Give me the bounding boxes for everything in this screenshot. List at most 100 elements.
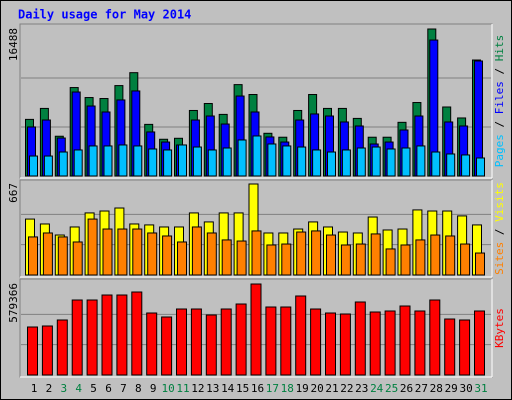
x-tick-label: 10 (161, 382, 174, 395)
x-tick-label: 1 (31, 382, 38, 395)
bar (431, 151, 441, 177)
bar (207, 149, 217, 177)
x-tick-label: 6 (105, 382, 112, 395)
y-tick-label: 579366 (7, 283, 20, 323)
bar (88, 145, 98, 177)
bar (220, 308, 232, 376)
legend-separator: / (493, 61, 506, 81)
bar (281, 243, 292, 276)
bar (118, 144, 128, 177)
bar (430, 234, 441, 276)
x-tick-label: 12 (191, 382, 204, 395)
bar (176, 308, 187, 376)
x-tick-label: 4 (75, 382, 82, 395)
bar (58, 151, 68, 177)
bar (57, 236, 68, 276)
x-tick-label: 23 (355, 382, 368, 395)
legend-entry: Hits (493, 35, 506, 62)
bar (371, 146, 381, 177)
bar (251, 230, 262, 276)
bar (384, 310, 396, 376)
bar (43, 155, 53, 177)
bar (340, 244, 351, 276)
bar (86, 299, 98, 376)
y-tick-label: 16488 (7, 28, 20, 61)
bar (386, 148, 396, 177)
legend-entry: KBytes (493, 308, 506, 348)
legend-entry: Sites (493, 242, 506, 275)
bar (356, 147, 366, 177)
bar (132, 228, 143, 276)
bar (72, 241, 83, 276)
bar (444, 318, 456, 376)
bar (312, 149, 322, 177)
x-tick-label: 29 (445, 382, 458, 395)
x-tick-label: 3 (60, 382, 67, 395)
x-tick-label: 17 (266, 382, 279, 395)
x-tick-label: 21 (325, 382, 338, 395)
bar (147, 232, 158, 276)
bar (459, 319, 471, 376)
bar (221, 239, 232, 276)
bar (163, 149, 173, 177)
bar (282, 145, 292, 177)
bar (341, 149, 351, 177)
bar (311, 230, 322, 276)
bar (400, 244, 411, 276)
bar (370, 233, 381, 276)
x-tick-label: 19 (296, 382, 309, 395)
bar (87, 218, 98, 276)
bar (446, 153, 456, 177)
bar (252, 135, 262, 177)
x-tick-label: 13 (206, 382, 219, 395)
legend: Pages / Files / Hits (493, 35, 506, 168)
legend-separator: / (493, 114, 506, 134)
bar (148, 148, 158, 177)
bar (162, 235, 173, 276)
bar (222, 147, 232, 177)
bar (190, 308, 202, 376)
x-tick-label: 25 (385, 382, 398, 395)
bar (310, 308, 322, 376)
x-tick-label: 8 (135, 382, 142, 395)
x-tick-label: 7 (120, 382, 127, 395)
bar (429, 299, 441, 376)
bar (399, 305, 411, 376)
bar (191, 226, 202, 276)
bar (205, 314, 217, 376)
legend-entry: Visits (493, 182, 506, 222)
bar (461, 154, 471, 177)
x-tick-label: 18 (281, 382, 294, 395)
bar (296, 231, 307, 276)
bar (414, 310, 426, 376)
legend-separator: / (493, 222, 506, 242)
bar (297, 146, 307, 177)
legend: Sites / Visits (493, 182, 506, 275)
bar (460, 243, 471, 276)
bar (266, 244, 277, 276)
bar (325, 312, 336, 376)
bar (445, 235, 456, 276)
bar (416, 145, 426, 177)
bar (206, 232, 217, 276)
legend-entry: Pages (493, 134, 506, 167)
x-tick-label: 27 (415, 382, 428, 395)
bar (102, 228, 113, 276)
bar (475, 252, 485, 276)
bar (476, 157, 485, 177)
bar (116, 294, 128, 376)
bar (133, 145, 143, 177)
bar (354, 301, 366, 376)
x-tick-label: 11 (176, 382, 189, 395)
x-tick-label: 5 (90, 382, 97, 395)
bar (280, 306, 292, 376)
bar (235, 303, 247, 376)
x-tick-label: 9 (150, 382, 157, 395)
x-tick-label: 26 (400, 382, 413, 395)
bar (41, 325, 53, 376)
bar (146, 312, 158, 376)
bar (71, 299, 83, 376)
bar (236, 240, 247, 276)
bar (178, 144, 187, 177)
